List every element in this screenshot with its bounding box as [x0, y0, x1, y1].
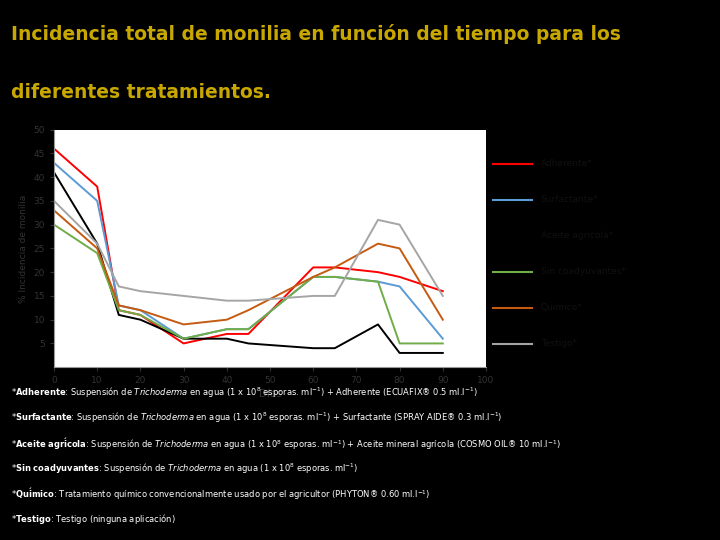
Aceite agricola*: [395, 350, 404, 356]
Text: diferentes tratamientos.: diferentes tratamientos.: [11, 83, 271, 102]
Químico*: [330, 264, 339, 271]
Y-axis label: % Incidencia de monilia: % Incidencia de monilia: [19, 194, 28, 302]
Testigo*: [93, 240, 102, 247]
Sin coadyuvantes*: [330, 274, 339, 280]
Text: *$\bf{Aceite\ agr\'{i}cola}$: Suspensión de $\it{Trichoderma}$ en agua (1 x 10$^: *$\bf{Aceite\ agr\'{i}cola}$: Suspensión…: [11, 436, 560, 451]
Surfactante*: [50, 160, 58, 166]
Surfactante*: [438, 335, 447, 342]
Aceite agricola*: [309, 345, 318, 352]
Text: *$\bf{Qu\'{i}mico}$: Tratamiento químico convencionalmente usado por el agricult: *$\bf{Qu\'{i}mico}$: Tratamiento químico…: [11, 487, 431, 502]
Text: Testigo*: Testigo*: [541, 339, 577, 348]
Químico*: [114, 302, 123, 309]
X-axis label: Días: Días: [258, 389, 282, 400]
Sin coadyuvantes*: [136, 312, 145, 318]
Surfactante*: [136, 307, 145, 313]
Aceite agricola*: [438, 350, 447, 356]
Sin coadyuvantes*: [309, 274, 318, 280]
Sin coadyuvantes*: [93, 250, 102, 256]
Testigo*: [244, 298, 253, 304]
Aceite agricola*: [330, 345, 339, 352]
Aceite agricola*: [244, 340, 253, 347]
Sin coadyuvantes*: [438, 340, 447, 347]
Text: *$\bf{Testigo}$: Testigo (ninguna aplicación): *$\bf{Testigo}$: Testigo (ninguna aplica…: [11, 512, 176, 526]
Surfactante*: [179, 335, 188, 342]
Adherente*: [179, 340, 188, 347]
Testigo*: [179, 293, 188, 299]
Adherente*: [395, 274, 404, 280]
Químico*: [93, 245, 102, 252]
Químico*: [244, 307, 253, 313]
Sin coadyuvantes*: [244, 326, 253, 333]
Adherente*: [222, 330, 231, 337]
Sin coadyuvantes*: [222, 326, 231, 333]
Text: *$\bf{Surfactante}$: Suspensión de $\it{Trichoderma}$ en agua (1 x 10$^8$ espora: *$\bf{Surfactante}$: Suspensión de $\it{…: [11, 411, 503, 425]
Químico*: [438, 316, 447, 323]
Testigo*: [395, 221, 404, 228]
Sin coadyuvantes*: [50, 221, 58, 228]
Surfactante*: [374, 279, 382, 285]
Surfactante*: [330, 274, 339, 280]
Adherente*: [374, 269, 382, 275]
Adherente*: [114, 307, 123, 313]
Químico*: [309, 274, 318, 280]
Surfactante*: [395, 283, 404, 289]
Line: Químico*: Químico*: [54, 211, 443, 325]
Text: Incidencia total de monilia en función del tiempo para los: Incidencia total de monilia en función d…: [11, 24, 621, 44]
Line: Adherente*: Adherente*: [54, 148, 443, 343]
Adherente*: [244, 330, 253, 337]
Surfactante*: [222, 326, 231, 333]
Adherente*: [136, 312, 145, 318]
Aceite agricola*: [136, 316, 145, 323]
Text: Sin coadyuvantes*: Sin coadyuvantes*: [541, 267, 626, 276]
Sin coadyuvantes*: [179, 335, 188, 342]
Aceite agricola*: [374, 321, 382, 328]
Line: Aceite agricola*: Aceite agricola*: [54, 172, 443, 353]
Químico*: [50, 207, 58, 214]
Químico*: [374, 240, 382, 247]
Sin coadyuvantes*: [395, 340, 404, 347]
Aceite agricola*: [222, 335, 231, 342]
Line: Testigo*: Testigo*: [54, 201, 443, 301]
Surfactante*: [114, 302, 123, 309]
Line: Surfactante*: Surfactante*: [54, 163, 443, 339]
Surfactante*: [309, 274, 318, 280]
Aceite agricola*: [179, 335, 188, 342]
Químico*: [222, 316, 231, 323]
Adherente*: [309, 264, 318, 271]
Line: Sin coadyuvantes*: Sin coadyuvantes*: [54, 225, 443, 343]
Sin coadyuvantes*: [114, 307, 123, 313]
Testigo*: [50, 198, 58, 204]
Testigo*: [438, 293, 447, 299]
Text: Químico*: Químico*: [541, 303, 582, 312]
Químico*: [136, 307, 145, 313]
Químico*: [179, 321, 188, 328]
Surfactante*: [244, 326, 253, 333]
Text: Surfactante*: Surfactante*: [541, 195, 598, 204]
Text: Adherente*: Adherente*: [541, 159, 593, 168]
Testigo*: [330, 293, 339, 299]
Adherente*: [438, 288, 447, 294]
Adherente*: [50, 145, 58, 152]
Testigo*: [309, 293, 318, 299]
Químico*: [395, 245, 404, 252]
Testigo*: [222, 298, 231, 304]
Sin coadyuvantes*: [374, 279, 382, 285]
Adherente*: [330, 264, 339, 271]
Text: Aceite agricola*: Aceite agricola*: [541, 231, 613, 240]
Adherente*: [93, 184, 102, 190]
Aceite agricola*: [93, 240, 102, 247]
Surfactante*: [93, 198, 102, 204]
Testigo*: [114, 283, 123, 289]
Text: *$\bf{Adherente}$: Suspensión de $\it{Trichoderma}$ en agua (1 x 10$^8$ esporas.: *$\bf{Adherente}$: Suspensión de $\it{Tr…: [11, 386, 477, 400]
Testigo*: [374, 217, 382, 223]
Testigo*: [136, 288, 145, 294]
Aceite agricola*: [114, 312, 123, 318]
Aceite agricola*: [50, 169, 58, 176]
Text: *$\bf{Sin\ coadyuvantes}$: Suspensión de $\it{Trichoderma}$ en agua (1 x 10$^8$ : *$\bf{Sin\ coadyuvantes}$: Suspensión de…: [11, 461, 358, 476]
